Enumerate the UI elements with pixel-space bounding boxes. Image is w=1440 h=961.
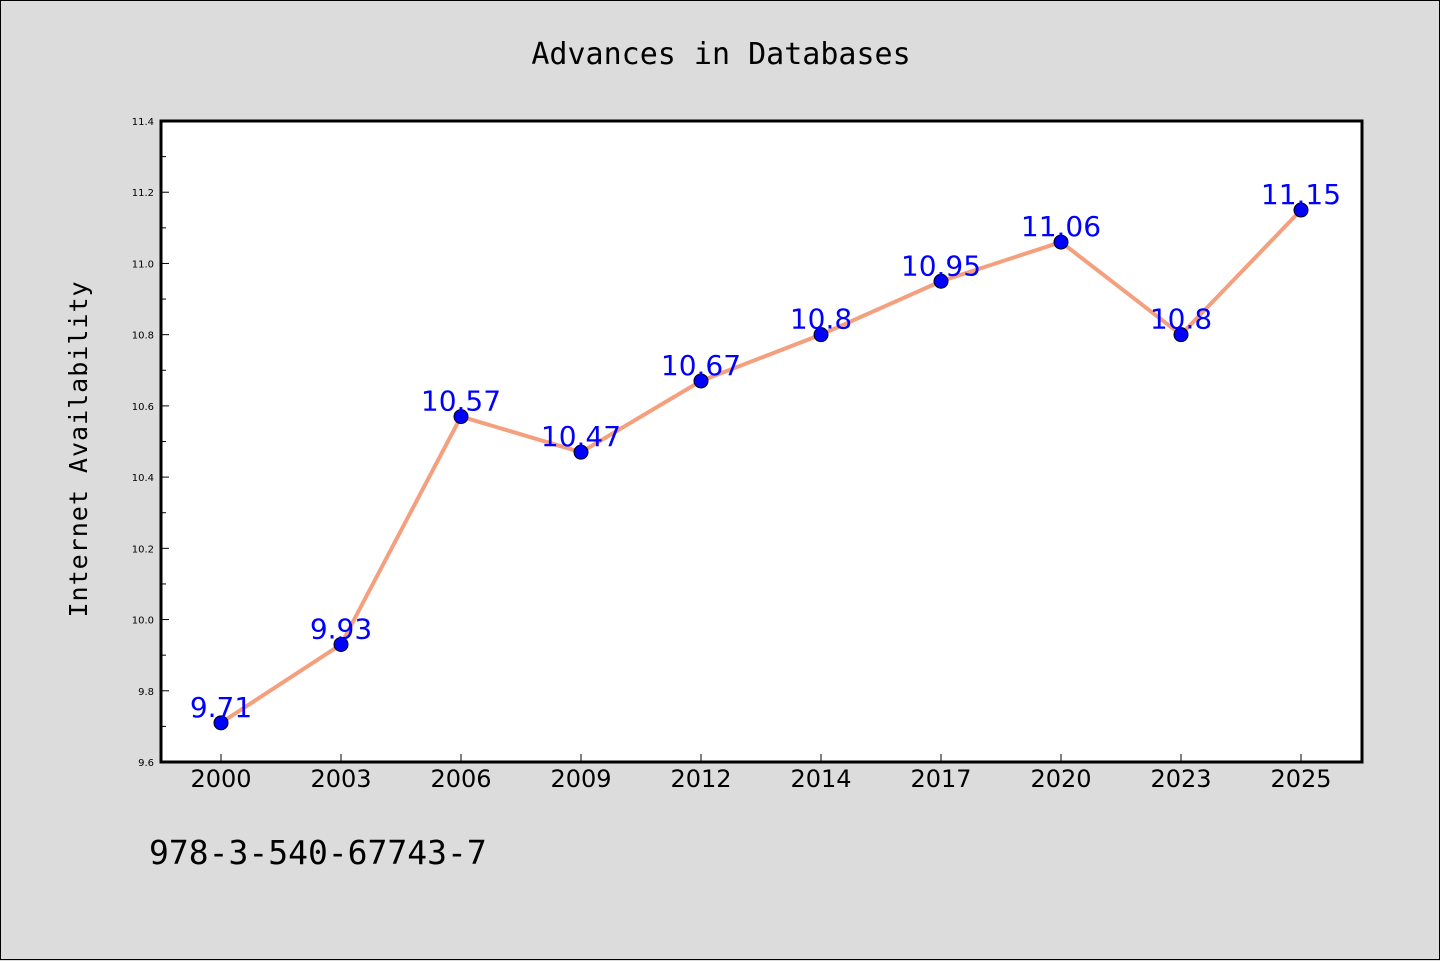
data-label: 10.47	[541, 420, 621, 453]
series-layer: 9.71 9.93 10.57 10.47 10.67 10.8 10.95 11.06 10.…	[190, 178, 1341, 731]
data-label: 11.15	[1261, 178, 1341, 211]
x-tick-label: 2017	[910, 765, 971, 793]
data-point	[813, 327, 829, 343]
isbn-annotation: 978-3-540-67743-7	[149, 833, 487, 872]
data-point	[333, 636, 349, 652]
y-tick-label: 11.2	[132, 188, 154, 199]
y-tick-label: 10.0	[132, 616, 154, 627]
data-label: 9.93	[310, 612, 372, 645]
y-tick-label: 10.4	[132, 473, 154, 484]
y-tick-label: 10.6	[132, 402, 154, 413]
data-point	[573, 444, 589, 460]
y-tick-label: 9.8	[138, 687, 154, 698]
x-tick-label: 2000	[190, 765, 251, 793]
x-tick-label: 2003	[310, 765, 371, 793]
data-label: 9.71	[190, 691, 252, 724]
ticks-layer: 9.6 9.8 10.0 10.2 10.4 10.6 10.8 11.0 11.2 11.4 20…	[132, 117, 1332, 793]
data-point	[933, 273, 949, 289]
data-point	[1293, 202, 1309, 218]
x-tick-label: 2025	[1270, 765, 1331, 793]
x-tick-label: 2020	[1030, 765, 1091, 793]
y-axis-label: Internet Availability	[64, 280, 93, 617]
data-point	[1053, 234, 1069, 250]
x-tick-label: 2014	[790, 765, 851, 793]
data-label: 10.95	[901, 249, 981, 282]
data-label: 10.57	[421, 385, 501, 418]
x-tick-label: 2012	[670, 765, 731, 793]
y-tick-label: 9.6	[138, 758, 154, 769]
data-point	[213, 715, 229, 731]
y-tick-label: 10.8	[132, 331, 154, 342]
data-label: 10.8	[1150, 303, 1212, 336]
data-label: 11.06	[1021, 210, 1101, 243]
x-tick-label: 2006	[430, 765, 491, 793]
data-point	[693, 373, 709, 389]
plot-area	[161, 121, 1362, 762]
x-tick-label: 2023	[1150, 765, 1211, 793]
data-point	[1173, 327, 1189, 343]
data-point	[453, 409, 469, 425]
data-label: 10.67	[661, 349, 741, 382]
y-tick-label: 11.0	[132, 259, 154, 270]
x-tick-label: 2009	[550, 765, 611, 793]
series-line	[219, 208, 1303, 725]
plot-frame	[159, 119, 1364, 764]
y-tick-label: 10.2	[132, 544, 154, 555]
chart-title: Advances in Databases	[531, 37, 910, 72]
data-label: 10.8	[790, 303, 852, 336]
y-tick-label: 11.4	[132, 117, 154, 128]
